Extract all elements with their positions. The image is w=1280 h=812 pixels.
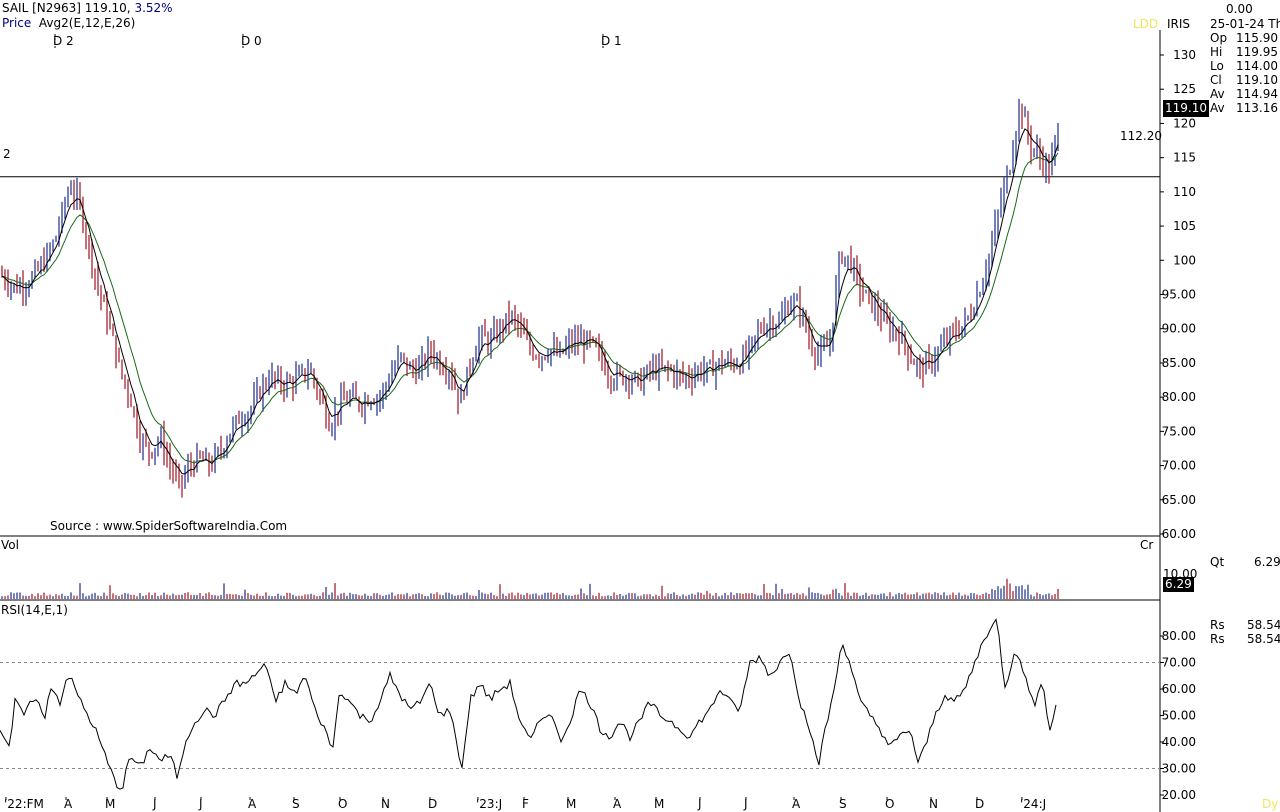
volume-label: Vol <box>1 538 19 552</box>
x-axis-label: J <box>697 797 702 811</box>
iris-label: IRIS <box>1167 17 1191 31</box>
x-axis-label: S <box>292 797 300 811</box>
rs-value-2: 58.54 <box>1247 632 1280 646</box>
price-tick-label: 120 <box>1173 116 1196 130</box>
qt-value: 6.29 <box>1254 555 1280 569</box>
volume-current-tag: 6.29 <box>1163 577 1194 592</box>
x-axis-label: D <box>975 797 984 811</box>
x-axis-label: N <box>929 797 938 811</box>
price-tick-label: 100 <box>1173 253 1196 267</box>
price-tick-label: 75.00 <box>1162 424 1196 438</box>
x-axis-label: O <box>338 797 347 811</box>
ohlc-high-value: 119.95 <box>1236 45 1278 59</box>
dy-label: Dy <box>1262 797 1279 811</box>
rs-value-1: 58.54 <box>1247 618 1280 632</box>
ohlc-avg-fast-value: 114.94 <box>1236 87 1278 101</box>
current-price-tag: 119.10 <box>1163 100 1209 117</box>
price-tick-label: 65.00 <box>1162 493 1196 507</box>
rsi-tick-label: 30.00 <box>1162 762 1196 776</box>
change-pct: 3.52% <box>134 1 173 15</box>
indicator-legend: Price Avg2(E,12,E,26) <box>2 16 135 30</box>
date-label: 25-01-24 Th <box>1210 17 1280 31</box>
rsi-tick-label: 70.00 <box>1162 656 1196 670</box>
ohlc-low-key: Lo <box>1210 59 1224 73</box>
ldd-label: LDD <box>1133 17 1159 31</box>
x-axis-label: A <box>248 797 257 811</box>
x-axis-label: J <box>152 797 157 811</box>
price-tick-label: 105 <box>1173 219 1196 233</box>
qt-label: Qt <box>1210 555 1225 569</box>
marker-d1: D 1 <box>601 34 622 48</box>
ohlc-avg-slow-key: Av <box>1210 101 1225 115</box>
x-axis-label: A <box>64 797 73 811</box>
price-tick-label: 115 <box>1173 151 1196 165</box>
x-axis-label: J <box>743 797 748 811</box>
price-tick-label: 80.00 <box>1162 390 1196 404</box>
rsi-tick-label: 80.00 <box>1162 629 1196 643</box>
last-price: 119.10, <box>84 1 131 15</box>
symbol-text: SAIL [N2963] <box>2 1 81 15</box>
x-axis-label: A <box>613 797 622 811</box>
x-axis-label: S <box>839 797 847 811</box>
x-axis-label: M <box>566 797 576 811</box>
rs-key-1: Rs <box>1210 618 1225 632</box>
price-tick-label: 110 <box>1173 185 1196 199</box>
ohlc-close-key: Cl <box>1210 73 1222 87</box>
x-axis-label: J <box>198 797 203 811</box>
price-tick-label: 60.00 <box>1162 527 1196 541</box>
x-axis-label: F <box>522 797 529 811</box>
ohlc-close-value: 119.10 <box>1236 73 1278 87</box>
x-axis-label: '24:J <box>1020 797 1046 811</box>
ohlc-open-key: Op <box>1210 31 1228 45</box>
rsi-tick-label: 60.00 <box>1162 682 1196 696</box>
price-tick-label: 70.00 <box>1162 459 1196 473</box>
symbol-label: SAIL [N2963] 119.10, 3.52% <box>2 1 173 15</box>
ohlc-avg-slow-value: 113.16 <box>1236 101 1278 115</box>
x-axis-label: O <box>885 797 894 811</box>
top-right-value: 0.00 <box>1226 2 1253 16</box>
hline-label: 112.20 <box>1120 129 1162 143</box>
rsi-line <box>0 618 1057 790</box>
ohlc-open-value: 115.90 <box>1236 31 1278 45</box>
rs-key-2: Rs <box>1210 632 1225 646</box>
ema-fast-line <box>1 128 1059 475</box>
price-tick-label: 90.00 <box>1162 322 1196 336</box>
indicator-label: Price <box>2 16 32 30</box>
ohlc-avg-fast-key: Av <box>1210 87 1225 101</box>
price-tick-label: 125 <box>1173 82 1196 96</box>
source-label: Source : www.SpiderSoftwareIndia.Com <box>50 519 288 533</box>
left-marker: 2 <box>3 147 11 161</box>
rsi-tick-label: 40.00 <box>1162 735 1196 749</box>
rsi-tick-label: 20.00 <box>1162 788 1196 802</box>
ohlc-high-key: Hi <box>1210 45 1223 59</box>
x-axis-label: M <box>105 797 115 811</box>
indicator-name: Avg2(E,12,E,26) <box>38 16 136 30</box>
x-axis-label: '22:FM <box>4 797 44 811</box>
x-axis-label: D <box>428 797 437 811</box>
x-axis-label: '23:J <box>476 797 502 811</box>
x-axis-label: A <box>792 797 801 811</box>
price-tick-label: 95.00 <box>1162 288 1196 302</box>
price-tick-label: 130 <box>1173 48 1196 62</box>
rsi-label: RSI(14,E,1) <box>1 603 68 617</box>
price-tick-label: 85.00 <box>1162 356 1196 370</box>
ohlc-low-value: 114.00 <box>1236 59 1278 73</box>
x-axis-label: N <box>381 797 390 811</box>
ema-slow-line <box>1 152 1059 464</box>
marker-d0: D 0 <box>241 34 262 48</box>
rsi-tick-label: 50.00 <box>1162 709 1196 723</box>
x-axis-label: M <box>654 797 664 811</box>
volume-unit: Cr <box>1140 538 1154 552</box>
marker-d2: D 2 <box>53 34 74 48</box>
